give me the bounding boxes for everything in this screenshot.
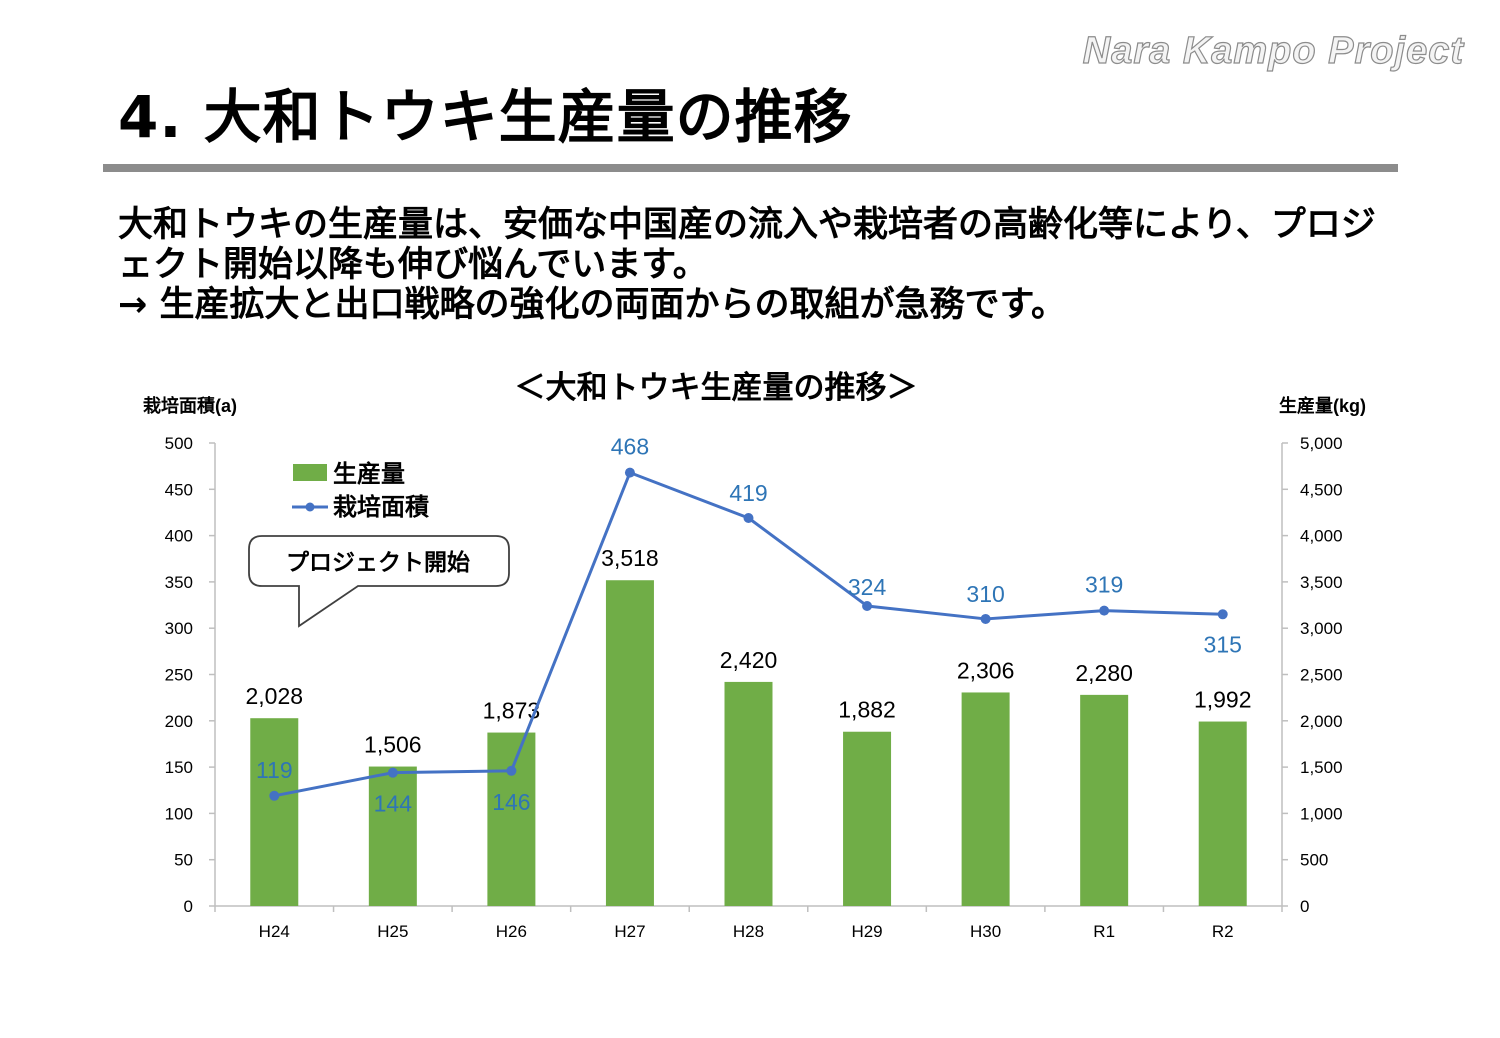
bar [843,731,892,906]
y-right-tick-label: 3,000 [1300,619,1343,638]
bar [368,766,417,906]
y-left-tick-label: 350 [165,573,193,592]
x-tick-label: H24 [259,922,290,941]
bar-data-label: 1,506 [364,732,422,758]
callout-bubble [248,535,510,628]
bar [724,681,773,906]
line-data-label: 315 [1204,631,1242,657]
y-right-ticks: 0 500 1,000 1,500 2,000 2,500 3,000 3,500 4,000 4… [1282,434,1343,916]
line-point [269,790,280,801]
legend: 生産量 栽培面積 [292,460,429,521]
bar [487,732,536,906]
bar-data-label: 2,280 [1075,660,1133,686]
annotation-callout: プロジェクト開始 [248,535,510,628]
line-data-label: 468 [611,434,649,460]
y-right-axis-label: 生産量(kg) [1279,395,1366,416]
bar [961,692,1010,906]
y-right-tick-label: 3,500 [1300,573,1343,592]
bar [1080,694,1129,906]
line-data-labels: 119 144 146 468 419 324 310 319 315 [256,434,1242,817]
y-left-tick-label: 300 [165,619,193,638]
summary-conclusion: → 生産拡大と出口戦略の強化の両面からの取組が急務です。 [118,285,1067,325]
line-data-label: 119 [256,757,293,783]
line-point [743,513,754,524]
title-divider [103,164,1398,172]
y-left-tick-label: 50 [174,851,193,870]
bar-data-label: 3,518 [601,545,659,571]
y-right-tick-label: 2,000 [1300,712,1343,731]
callout-text: プロジェクト開始 [286,549,470,575]
bar-series [250,580,1247,906]
y-left-tick-label: 100 [165,804,193,823]
line-data-label: 144 [374,791,413,817]
y-right-tick-label: 1,500 [1300,758,1343,777]
y-left-tick-label: 400 [165,527,193,546]
legend-line-label: 栽培面積 [333,493,429,521]
page-title: 4. 大和トウキ生産量の推移 [118,83,853,151]
x-category-ticks: H24 H25 H26 H27 H28 H29 H30 R1 R2 [214,906,1283,941]
x-tick-label: H28 [733,922,764,941]
line-data-label: 146 [492,789,530,815]
legend-bar-swatch [293,464,327,481]
line-point [1099,605,1110,616]
bar-data-label: 2,420 [720,647,778,673]
line-point [1217,609,1228,620]
line-series [269,467,1228,801]
y-left-tick-label: 250 [165,666,193,685]
x-tick-label: H29 [851,922,882,941]
line-data-label: 324 [848,574,887,600]
x-tick-label: H25 [377,922,408,941]
y-right-tick-label: 4,000 [1300,527,1343,546]
y-left-tick-label: 450 [165,480,193,499]
bar-data-label: 2,306 [957,657,1015,683]
y-right-tick-label: 2,500 [1300,666,1343,685]
summary-paragraph: 大和トウキの生産量は、安価な中国産の流入や栽培者の高齢化等により、プロジェクト開… [118,205,1376,285]
y-left-ticks: 0 50 100 150 200 250 300 350 400 450 500 [165,434,215,916]
bar [605,580,654,906]
y-right-tick-label: 0 [1300,897,1309,916]
y-right-tick-label: 5,000 [1300,434,1343,453]
bar-data-label: 1,992 [1194,687,1252,713]
y-left-tick-label: 150 [165,758,193,777]
y-left-tick-label: 0 [184,897,193,916]
chart-title: ＜大和トウキ生産量の推移＞ [515,370,918,405]
line-data-label: 310 [966,581,1004,607]
line-data-label: 319 [1085,572,1123,598]
brand-watermark: Nara Kampo Project [1082,29,1464,72]
bar-data-label: 1,882 [838,697,896,723]
line-point [862,600,873,611]
line-point [624,467,635,478]
legend-bar-label: 生産量 [333,460,405,488]
y-left-tick-label: 200 [165,712,193,731]
y-right-tick-label: 4,500 [1300,480,1343,499]
y-right-tick-label: 1,000 [1300,804,1343,823]
y-left-tick-label: 500 [165,434,193,453]
bar [1198,721,1247,906]
bar [250,718,299,906]
line-point [980,613,991,624]
legend-line-marker [305,502,315,512]
line-point [506,765,517,776]
line-data-label: 419 [729,480,767,506]
x-tick-label: H30 [970,922,1001,941]
line-point [387,767,398,778]
bar-data-label: 2,028 [245,683,303,709]
y-left-axis-label: 栽培面積(a) [143,395,237,416]
y-right-tick-label: 500 [1300,851,1328,870]
x-tick-label: H26 [496,922,527,941]
x-tick-label: R1 [1093,922,1115,941]
x-tick-label: R2 [1212,922,1234,941]
summary-text: 大和トウキの生産量は、安価な中国産の流入や栽培者の高齢化等により、プロジェクト開… [118,205,1388,325]
x-tick-label: H27 [614,922,645,941]
